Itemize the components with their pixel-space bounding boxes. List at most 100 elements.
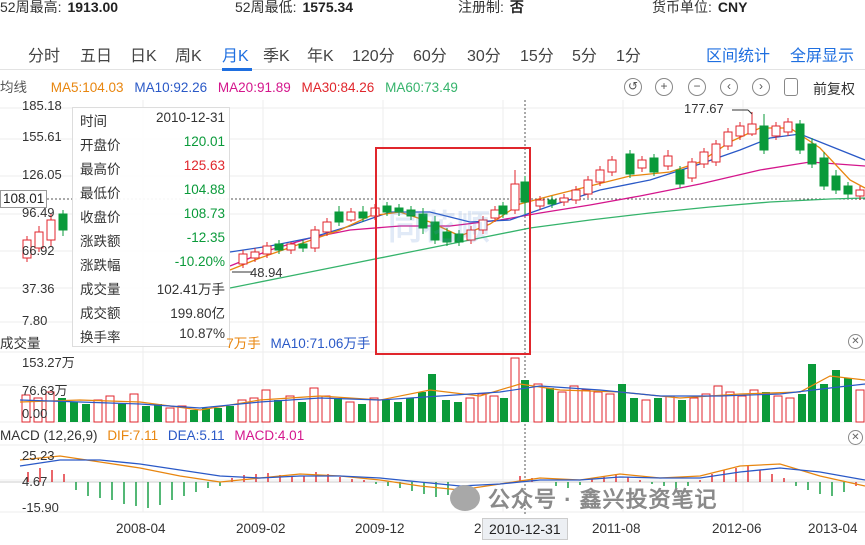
volume-bar [546, 388, 554, 422]
close-volume-icon[interactable]: ✕ [848, 334, 863, 349]
zoom-out-icon[interactable]: − [688, 78, 706, 96]
period-tabs: 分时 五日 日K 周K 月K 季K 年K 120分 60分 30分 15分 5分… [0, 36, 865, 71]
volume-bar [713, 385, 723, 423]
reset-icon[interactable]: ↺ [624, 78, 642, 96]
volume-bar [118, 404, 126, 422]
volume-bar [33, 397, 43, 423]
volume-bar [274, 400, 282, 422]
tab-15min[interactable]: 15分 [520, 48, 554, 65]
tab-quarterly-k[interactable]: 季K [263, 48, 290, 65]
low-annotation: 48.94 [250, 265, 283, 280]
tooltip-row-turnover: 换手率 10.87% [80, 326, 225, 345]
volume-bar [321, 395, 331, 423]
volume-bar [418, 392, 426, 422]
volume-bar [285, 395, 295, 423]
ma60-line [229, 197, 865, 289]
ma5-value: MA5:104.03 [50, 80, 124, 95]
volume-bar [93, 399, 103, 423]
volume-bar [428, 374, 436, 422]
volume-bar [808, 364, 816, 422]
crosshair-price-flag: 108.01 [0, 190, 48, 208]
volume-bar [569, 385, 579, 423]
volume-bar [798, 394, 806, 422]
volume-bar [737, 395, 747, 423]
tooltip-row-amount: 成交额 199.80亿 [80, 306, 225, 321]
next-icon[interactable]: › [752, 78, 770, 96]
candle [34, 226, 44, 252]
tab-5min[interactable]: 5分 [572, 48, 597, 65]
kline-chart[interactable] [0, 95, 865, 515]
prev-icon[interactable]: ‹ [720, 78, 738, 96]
volume-bar [298, 402, 306, 422]
tab-weekly-k[interactable]: 周K [175, 48, 202, 65]
candle [843, 182, 853, 198]
candle [490, 206, 500, 222]
tab-1min[interactable]: 1分 [616, 48, 641, 65]
ma30-value: MA30:84.26 [301, 80, 375, 95]
candlesticks [22, 112, 865, 268]
volume-bar [129, 393, 139, 423]
volume-bar [557, 391, 567, 423]
dea-line [19, 459, 865, 487]
tooltip-row-volume: 成交量 102.41万手 [80, 282, 225, 297]
candle-type-icon[interactable] [784, 78, 798, 96]
candle [466, 226, 476, 244]
tab-monthly-k[interactable]: 月K [222, 48, 249, 65]
x-axis-label: 2 [474, 521, 482, 536]
candle [238, 250, 248, 268]
tooltip-row-open: 开盘价 120.01 [80, 134, 225, 153]
adjust-mode-button[interactable]: 前复权 [813, 81, 855, 97]
tab-yearly-k[interactable]: 年K [307, 48, 334, 65]
zoom-in-icon[interactable]: + [655, 78, 673, 96]
volume-bar [454, 402, 462, 422]
volume-bar [618, 384, 626, 422]
candle [442, 228, 452, 246]
candle [498, 202, 508, 218]
macd-dea: DEA:5.11 [167, 428, 225, 443]
tab-five-day[interactable]: 五日 [80, 48, 113, 65]
candle [334, 206, 344, 226]
candle [855, 186, 865, 200]
volume-bar [785, 397, 795, 423]
candle [759, 114, 769, 154]
volume-title: 成交量 [0, 336, 41, 351]
volume-bar [165, 407, 175, 423]
volume-bar [105, 395, 115, 423]
candle [819, 152, 829, 190]
range-stats-button[interactable]: 区间统计 [706, 48, 771, 65]
volume-bar [214, 408, 222, 422]
volume-bar [406, 398, 414, 422]
ma10-value: MA10:92.26 [134, 80, 208, 95]
high-annotation: 177.67 [684, 101, 724, 116]
candle [571, 186, 581, 204]
close-macd-icon[interactable]: ✕ [848, 430, 863, 445]
candle [510, 170, 520, 214]
candle [346, 208, 356, 222]
volume-bar [226, 406, 234, 422]
candle [583, 176, 593, 198]
tooltip-row-high: 最高价 125.63 [80, 158, 225, 177]
price-axis-label: 126.05 [22, 167, 62, 182]
volume-bar [678, 400, 686, 422]
fullscreen-button[interactable]: 全屏显示 [790, 48, 855, 65]
tooltip-row-time: 时间 2010-12-31 [80, 110, 225, 129]
volume-bar [442, 400, 450, 422]
volume-bar [489, 395, 499, 423]
tab-120min[interactable]: 120分 [352, 48, 395, 65]
candle [747, 112, 757, 136]
macd-axis-label: 4.67 [22, 474, 48, 489]
ma60-value: MA60:73.49 [385, 80, 458, 95]
volume-bar [773, 395, 783, 423]
volume-bar [154, 404, 162, 422]
volume-bars [21, 357, 865, 423]
volume-bar [58, 398, 66, 422]
tab-daily-k[interactable]: 日K [130, 48, 157, 65]
registration: 注册制: 否 [458, 0, 524, 15]
tab-timeshare[interactable]: 分时 [28, 48, 61, 65]
volume-bar [593, 391, 603, 423]
candle [595, 166, 605, 186]
volume-bar [394, 402, 402, 422]
tab-60min[interactable]: 60分 [413, 48, 447, 65]
volume-bar [844, 378, 852, 422]
tab-30min[interactable]: 30分 [467, 48, 501, 65]
